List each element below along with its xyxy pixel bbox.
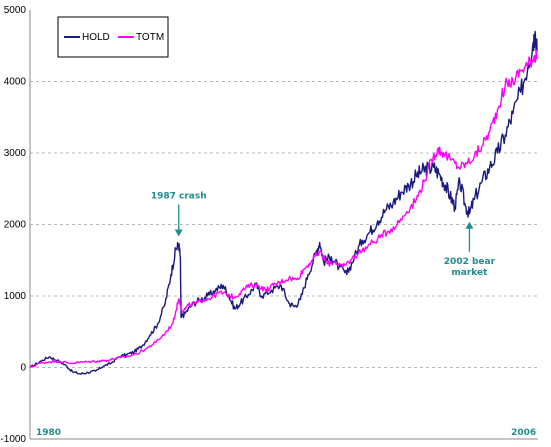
y-tick-label: 3000	[4, 148, 27, 159]
x-tick-label: 1980	[36, 428, 61, 438]
y-axis-tick-labels: -1000 0 1000 2000 3000 4000 5000	[0, 5, 26, 445]
y-tick-label: 5000	[4, 5, 27, 16]
y-tick-label: 2000	[4, 220, 27, 231]
annotation-label: 1987 crash	[151, 192, 207, 202]
legend-label-totm: TOTM	[136, 32, 164, 43]
annotation-arrowhead	[465, 221, 474, 229]
y-tick-label: 0	[20, 363, 26, 374]
annotation-arrowhead	[174, 229, 183, 237]
legend-label-hold: HOLD	[82, 32, 110, 43]
y-tick-label: 1000	[4, 291, 27, 302]
annotation-1: 1987 crash	[151, 192, 207, 237]
gridlines	[30, 81, 538, 368]
annotation-label: market	[451, 268, 488, 278]
y-tick-label: 4000	[4, 77, 27, 88]
legend: HOLD TOTM	[57, 16, 169, 58]
annotation-label: 2002 bear	[444, 257, 496, 267]
x-tick-label: 2006	[511, 428, 536, 438]
series-line-hold	[29, 30, 538, 375]
series-line-totm	[29, 49, 538, 368]
x-axis-tick-labels: 1980 2006	[36, 428, 536, 438]
y-tick-label: -1000	[0, 434, 26, 445]
series-lines	[29, 30, 538, 375]
